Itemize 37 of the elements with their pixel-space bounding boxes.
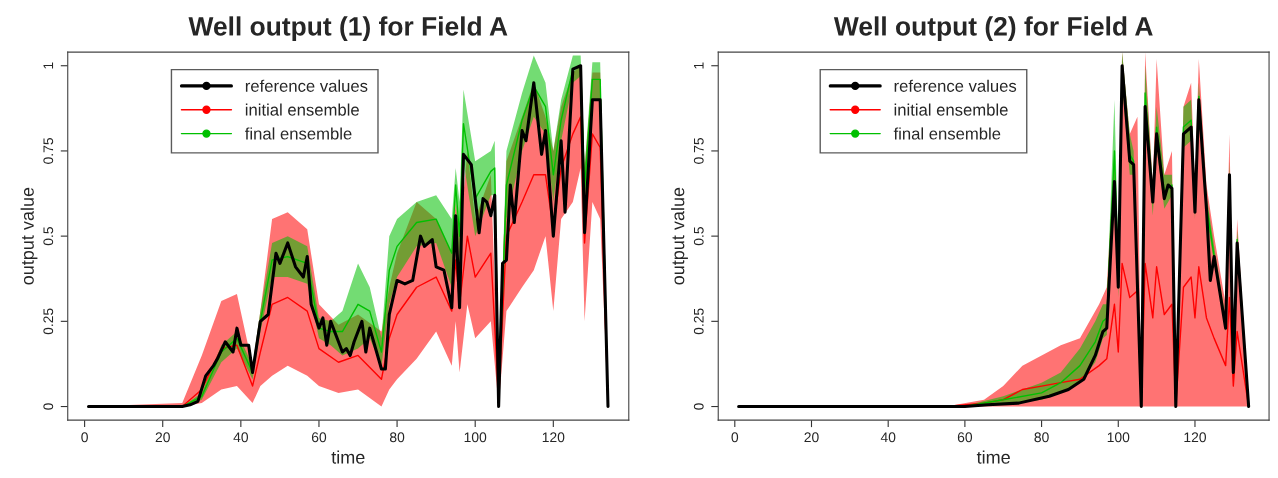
x-axis-title: time xyxy=(331,450,365,464)
x-tick-label: 120 xyxy=(1184,432,1207,443)
y-tick-label: 0.25 xyxy=(43,308,54,335)
x-tick-label: 100 xyxy=(464,432,487,443)
x-tick-label: 20 xyxy=(804,432,819,443)
x-tick-label: 40 xyxy=(880,432,896,443)
y-tick-label: 1 xyxy=(43,62,54,69)
y-tick-label: 0 xyxy=(693,403,704,410)
x-tick-label: 100 xyxy=(1107,432,1130,443)
legend-label: final ensemble xyxy=(245,127,352,140)
x-tick-label: 40 xyxy=(233,432,249,443)
chart-title: Well output (1) for Field A xyxy=(188,16,508,41)
y-tick-label: 1 xyxy=(693,62,704,69)
chart-title: Well output (2) for Field A xyxy=(833,16,1153,41)
x-tick-label: 0 xyxy=(81,432,88,443)
y-axis-title: output value xyxy=(20,187,38,285)
line-series xyxy=(737,64,1251,409)
x-tick-label: 20 xyxy=(155,432,170,443)
y-tick-label: 0.75 xyxy=(693,138,704,164)
y-axis-title: output value xyxy=(671,187,688,285)
y-tick-label: 0 xyxy=(43,403,54,410)
legend-label: final ensemble xyxy=(893,127,1001,140)
y-tick-label: 0.5 xyxy=(693,227,704,246)
x-tick-label: 80 xyxy=(389,432,405,443)
y-tick-label: 0.25 xyxy=(693,308,704,335)
x-tick-label: 0 xyxy=(731,432,739,443)
x-tick-label: 60 xyxy=(957,432,973,443)
x-tick-label: 120 xyxy=(542,432,565,443)
y-tick-label: 0.75 xyxy=(43,138,54,164)
legend-label: reference values xyxy=(894,79,1017,92)
x-tick-label: 60 xyxy=(311,432,327,443)
legend-label: reference values xyxy=(245,79,368,92)
x-axis-title: time xyxy=(976,450,1010,464)
y-tick-label: 0.5 xyxy=(43,227,54,246)
x-tick-label: 80 xyxy=(1034,432,1049,443)
legend-label: initial ensemble xyxy=(245,103,359,116)
legend-label: initial ensemble xyxy=(894,103,1008,116)
